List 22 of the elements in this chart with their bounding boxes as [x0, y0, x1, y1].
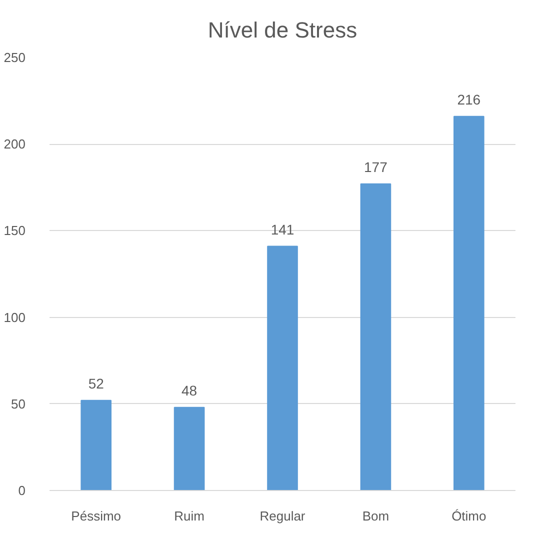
data-label: 52 — [88, 375, 104, 392]
y-tick-label: 50 — [11, 396, 26, 412]
bar — [267, 246, 298, 490]
bar — [360, 183, 392, 490]
bar — [174, 406, 205, 490]
x-tick-label: Bom — [362, 508, 390, 524]
bar — [80, 400, 112, 490]
y-tick-label: 100 — [4, 310, 26, 325]
data-label: 216 — [457, 91, 481, 108]
data-label: 141 — [270, 221, 294, 238]
y-tick-label: 150 — [4, 223, 26, 238]
x-tick-label: Ótimo — [452, 508, 486, 524]
data-label: 48 — [182, 382, 198, 398]
y-tick-label: 200 — [4, 136, 26, 152]
x-tick-label: Ruim — [174, 508, 204, 524]
bar — [453, 116, 484, 490]
data-label: 177 — [364, 158, 388, 175]
x-tick-label: Péssimo — [71, 508, 122, 524]
chart-title: Nível de Stress — [208, 18, 358, 42]
x-tick-label: Regular — [260, 508, 306, 524]
y-tick-label: 250 — [4, 50, 26, 65]
y-tick-label: 0 — [18, 483, 26, 498]
